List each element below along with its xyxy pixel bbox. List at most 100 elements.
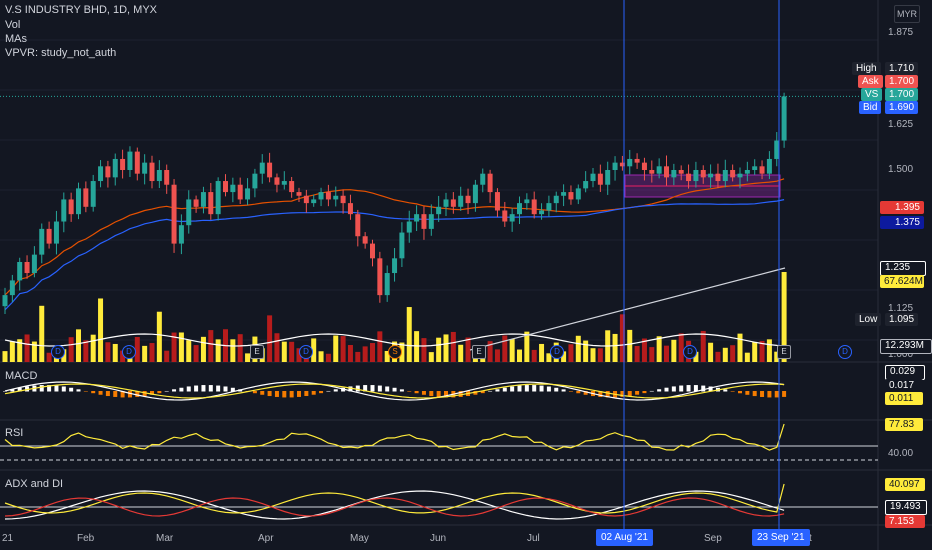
candle-body — [458, 195, 464, 207]
candle-body — [502, 210, 508, 222]
dividend-event-icon[interactable]: D — [683, 345, 697, 359]
dividend-event-icon[interactable]: D — [550, 345, 564, 359]
macd-histogram-bar — [473, 391, 478, 395]
bid-value: 1.690 — [885, 101, 919, 114]
macd-histogram-bar — [414, 391, 419, 394]
candle-body — [752, 166, 758, 170]
macd-histogram-bar — [605, 391, 610, 398]
candle-body — [2, 295, 8, 307]
candle-body — [245, 188, 251, 200]
adx-title[interactable]: ADX and DI — [5, 478, 64, 490]
volume-bar — [370, 343, 375, 362]
candle-body — [105, 166, 111, 178]
macd-histogram-bar — [738, 391, 742, 394]
candle-body — [362, 236, 368, 244]
earnings-event-icon[interactable]: E — [250, 345, 264, 359]
candle-body — [700, 170, 706, 178]
volume-bar — [200, 336, 206, 362]
candle-body — [259, 162, 265, 174]
volume-ma-line — [4, 333, 785, 347]
dividend-event-icon[interactable]: D — [838, 345, 852, 359]
macd-histogram-bar — [69, 387, 74, 392]
macd-signal-line — [4, 383, 785, 399]
volume-bar — [193, 345, 199, 362]
candle-body — [296, 192, 302, 196]
volume-bar — [546, 353, 552, 362]
candle-body — [164, 170, 170, 185]
macd-histogram-bar — [664, 387, 669, 392]
candle-body — [156, 170, 162, 182]
candle-body — [112, 158, 118, 178]
macd-histogram-bar — [127, 391, 132, 398]
candle-body — [252, 173, 258, 189]
volume-bar — [31, 341, 37, 362]
candle-body — [377, 258, 383, 296]
volume-bar — [267, 315, 273, 362]
macd-histogram-bar — [157, 391, 162, 394]
candle-body — [715, 173, 721, 182]
macd-histogram-bar — [760, 391, 765, 397]
candle-body — [237, 184, 243, 200]
macd-title[interactable]: MACD — [5, 370, 38, 382]
candle-body — [318, 192, 324, 200]
volume-bar — [289, 341, 295, 362]
candle-body — [208, 192, 214, 215]
candle-body — [281, 181, 287, 185]
earnings-event-icon[interactable]: E — [777, 345, 791, 359]
candle-body — [722, 170, 728, 182]
di-plus-line — [4, 483, 785, 514]
volume-bar — [105, 342, 111, 362]
study-vol[interactable]: Vol — [5, 19, 21, 31]
split-event-icon[interactable]: S — [388, 345, 402, 359]
volume-bar — [458, 344, 464, 362]
di-plus-value: 19.493 — [885, 500, 927, 515]
low-tag: Low — [855, 313, 882, 326]
macd-histogram-bar — [576, 391, 581, 394]
macd-histogram-bar — [252, 391, 257, 394]
candle-body — [274, 177, 280, 185]
candle-body — [325, 192, 331, 200]
volume-bar — [737, 333, 743, 362]
volume-bar — [752, 341, 758, 362]
candle-body — [215, 181, 221, 215]
dividend-event-icon[interactable]: D — [122, 345, 136, 359]
volume-bar — [693, 351, 699, 362]
macd-histogram-bar — [135, 391, 140, 397]
earnings-event-icon[interactable]: E — [472, 345, 486, 359]
macd-histogram-bar — [260, 391, 265, 395]
time-tick: Jun — [430, 533, 447, 544]
volume-bar — [171, 332, 177, 362]
macd-histogram-bar — [355, 385, 360, 392]
study-vpvr[interactable]: VPVR: study_not_auth — [5, 47, 117, 59]
volume-bar — [112, 343, 118, 362]
candle-body — [428, 214, 434, 229]
macd-histogram-bar — [10, 389, 15, 392]
dividend-event-icon[interactable]: D — [51, 345, 65, 359]
candle-body — [186, 199, 192, 226]
macd-histogram-bar — [385, 386, 390, 392]
macd-histogram-bar — [444, 391, 448, 398]
macd-histogram-bar — [436, 391, 441, 397]
dividend-event-icon[interactable]: D — [299, 345, 313, 359]
macd-histogram-bar — [723, 389, 728, 392]
macd-histogram-bar — [429, 391, 434, 397]
candle-body — [9, 280, 15, 296]
volume-bar — [156, 311, 162, 362]
rsi-title[interactable]: RSI — [5, 427, 24, 439]
macd-histogram-bar — [407, 391, 412, 392]
date-marker-lines — [623, 0, 780, 529]
currency-button[interactable]: MYR — [894, 5, 920, 23]
volume-bar — [355, 351, 361, 362]
macd-histogram-bar — [502, 387, 507, 392]
volume-bar — [274, 333, 280, 362]
study-mas[interactable]: MAs — [5, 33, 27, 45]
macd-histogram-bar — [532, 385, 537, 392]
macd-histogram-bar — [208, 385, 213, 392]
volume-bar — [230, 339, 236, 362]
macd-histogram-bar — [635, 391, 640, 395]
macd-histogram-bar — [297, 391, 301, 397]
macd-histogram-bar — [311, 391, 316, 395]
candle-body — [311, 199, 317, 204]
candle-body — [612, 162, 618, 170]
